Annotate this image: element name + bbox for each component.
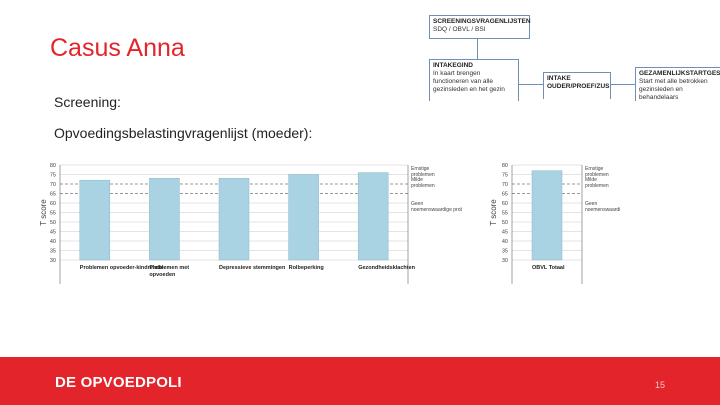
flow-box-text: SDQ / OBVL / BSI bbox=[433, 26, 486, 33]
x-tick-label: Rolbeperking bbox=[289, 265, 324, 271]
y-tick-label: 60 bbox=[502, 201, 508, 207]
screening-label: Screening: bbox=[54, 94, 121, 110]
y-tick-label: 70 bbox=[50, 182, 56, 188]
y-tick-label: 35 bbox=[502, 249, 508, 255]
x-tick-label: OBVL Totaal bbox=[532, 265, 565, 271]
y-tick-label: 40 bbox=[502, 239, 508, 245]
band-annotation: Ernstige problemen bbox=[411, 166, 435, 178]
y-tick-label: 65 bbox=[50, 192, 56, 198]
flow-box-intake-gezin: INTAKEGIND In kaart brengen functioneren… bbox=[429, 59, 519, 101]
flow-box-title: GEZAMENLIJKSTARTGESPREK bbox=[639, 70, 720, 77]
y-tick-label: 75 bbox=[502, 173, 508, 179]
obvl-subscale-chart: T score 30 35 40 45 50 55 60 65 70 75 80 Problemen o… bbox=[39, 163, 462, 284]
y-tick-label: 80 bbox=[50, 163, 56, 169]
flow-box-startgesprek: GEZAMENLIJKSTARTGESPREK Start met alle b… bbox=[635, 67, 720, 101]
y-tick-label: 30 bbox=[50, 258, 56, 264]
flow-box-text: In kaart brengen bbox=[433, 70, 481, 77]
y-tick-label: 30 bbox=[502, 258, 508, 264]
slide-title: Casus Anna bbox=[50, 34, 185, 62]
y-tick-label: 50 bbox=[502, 220, 508, 226]
bar bbox=[288, 174, 319, 261]
band-annotation: Ernstige problemen bbox=[585, 166, 609, 178]
x-tick-label: Problemen opvoeder-kindrelatie bbox=[80, 265, 164, 271]
flow-arrow-vertical bbox=[477, 39, 478, 59]
flow-box-text: OUDER/PROEF/ZUS bbox=[547, 83, 610, 90]
footer-bar bbox=[0, 357, 720, 405]
flow-box-text: gezinsleden en het gezin bbox=[433, 86, 505, 93]
y-tick-label: 40 bbox=[50, 239, 56, 245]
bar bbox=[218, 178, 250, 261]
flow-box-title: SCREENINGSVRAGENLIJSTEN bbox=[433, 18, 531, 25]
y-tick-label: 35 bbox=[50, 249, 56, 255]
band-annotation: Milde problemen bbox=[411, 177, 435, 189]
bar bbox=[149, 178, 180, 261]
flow-box-title: INTAKE bbox=[547, 75, 571, 82]
flow-arrow-horizontal bbox=[519, 84, 543, 85]
y-tick-label: 60 bbox=[50, 201, 56, 207]
y-tick-label: 75 bbox=[50, 173, 56, 179]
x-tick-label: Depressieve stemmingen bbox=[219, 265, 286, 271]
band-annotation: Milde problemen bbox=[585, 177, 609, 189]
x-tick-label: Gezondheidsklachten bbox=[358, 265, 415, 271]
y-tick-label: 55 bbox=[502, 211, 508, 217]
flow-box-title: INTAKEGIND bbox=[433, 62, 473, 69]
flow-box-screening: SCREENINGSVRAGENLIJSTEN SDQ / OBVL / BSI bbox=[429, 15, 531, 39]
y-tick-label: 45 bbox=[50, 230, 56, 236]
page-number: 15 bbox=[655, 380, 666, 390]
bar bbox=[531, 170, 563, 261]
flow-box-text: functioneren van alle bbox=[433, 78, 493, 85]
y-tick-label: 65 bbox=[502, 192, 508, 198]
flow-box-text: Start met alle betrokken bbox=[639, 78, 708, 85]
y-tick-label: 55 bbox=[50, 211, 56, 217]
y-axis-title: T score bbox=[489, 199, 498, 226]
y-tick-label: 50 bbox=[50, 220, 56, 226]
x-tick-label: Problemen met opvoeden bbox=[149, 265, 189, 278]
y-tick-label: 80 bbox=[502, 163, 508, 169]
footer-logo: DE OPVOEDPOLI bbox=[55, 374, 182, 391]
obvl-total-chart: T score 30 35 40 45 50 55 60 65 70 75 80 OBVL Totaal… bbox=[489, 163, 620, 284]
flow-box-text: gezinsleden en behandelaars bbox=[639, 86, 683, 101]
chart-caption: Opvoedingsbelastingvragenlijst (moeder): bbox=[54, 125, 313, 141]
y-tick-label: 45 bbox=[502, 230, 508, 236]
y-axis-title: T score bbox=[39, 199, 48, 226]
y-tick-label: 70 bbox=[502, 182, 508, 188]
flow-box-intake-ouder: INTAKE OUDER/PROEF/ZUS bbox=[543, 72, 611, 99]
bar bbox=[357, 172, 389, 261]
flow-arrow-horizontal bbox=[611, 84, 635, 85]
bar bbox=[79, 179, 111, 261]
